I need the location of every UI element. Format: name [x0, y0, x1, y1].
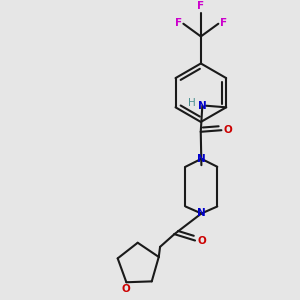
Text: N: N — [197, 154, 206, 164]
Text: F: F — [220, 18, 227, 28]
Text: O: O — [224, 125, 232, 135]
Text: O: O — [122, 284, 131, 294]
Text: F: F — [175, 18, 182, 28]
Text: N: N — [198, 101, 207, 111]
Text: H: H — [188, 98, 196, 108]
Text: F: F — [197, 1, 204, 11]
Text: O: O — [197, 236, 206, 245]
Text: N: N — [197, 208, 206, 218]
